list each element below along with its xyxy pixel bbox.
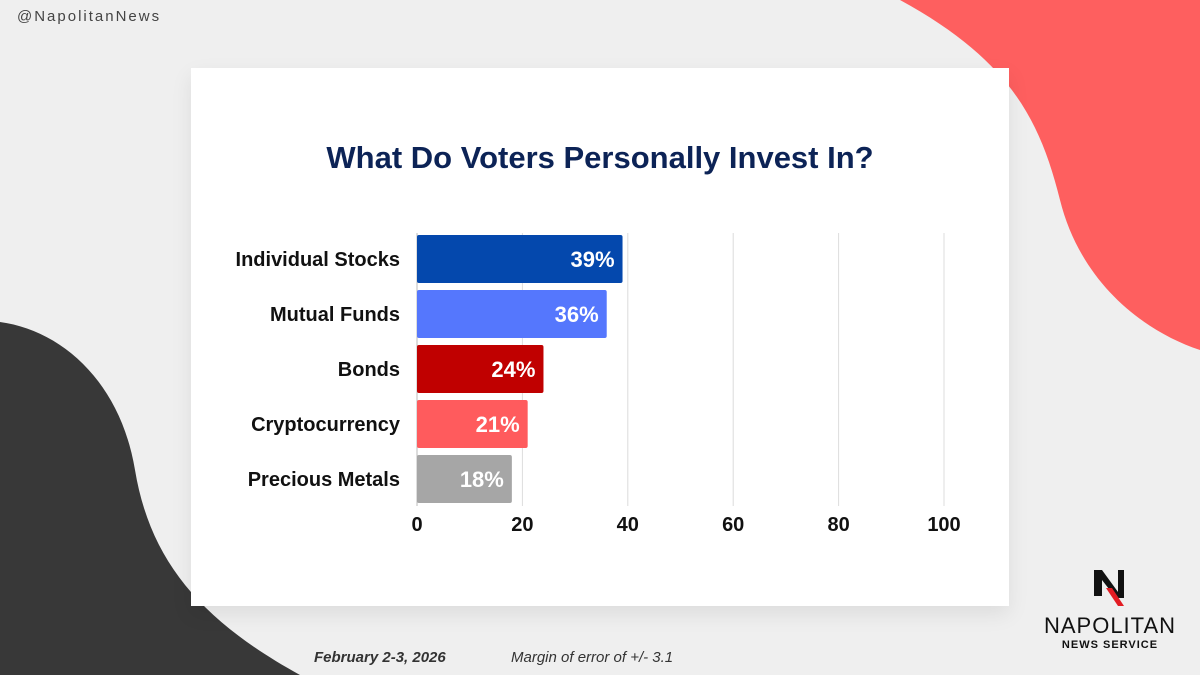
- social-handle: @NapolitanNews: [17, 8, 162, 25]
- category-label: Mutual Funds: [270, 304, 400, 326]
- category-label: Bonds: [338, 359, 400, 381]
- bar: [417, 400, 528, 448]
- bar-value-label: 24%: [491, 357, 535, 382]
- dark-blob: [0, 322, 300, 675]
- x-tick-label: 100: [927, 514, 960, 536]
- x-tick-label: 80: [827, 514, 849, 536]
- x-tick-label: 60: [722, 514, 744, 536]
- logo-subtitle: NEWS SERVICE: [1061, 639, 1159, 651]
- logo-name: NAPOLITAN: [1043, 613, 1177, 638]
- bar-value-label: 36%: [555, 302, 599, 327]
- red-blob: [900, 0, 1200, 350]
- chart-title: What Do Voters Personally Invest In?: [326, 140, 874, 175]
- bar-value-label: 21%: [476, 412, 520, 437]
- bar: [417, 290, 607, 338]
- bar: [417, 345, 544, 393]
- x-tick-label: 20: [511, 514, 533, 536]
- poll-date: February 2-3, 2026: [314, 649, 446, 666]
- logo-n-icon: [1094, 570, 1124, 606]
- napolitan-logo: NAPOLITAN NEWS SERVICE: [1040, 568, 1180, 651]
- margin-of-error: Margin of error of +/- 3.1: [511, 649, 674, 666]
- bar: [417, 455, 512, 503]
- category-label: Precious Metals: [248, 469, 400, 491]
- bar: [417, 235, 623, 283]
- x-tick-label: 40: [617, 514, 639, 536]
- category-label: Cryptocurrency: [251, 414, 401, 436]
- bar-value-label: 39%: [570, 247, 614, 272]
- category-label: Individual Stocks: [236, 249, 400, 271]
- bar-value-label: 18%: [460, 467, 504, 492]
- x-tick-label: 0: [411, 514, 422, 536]
